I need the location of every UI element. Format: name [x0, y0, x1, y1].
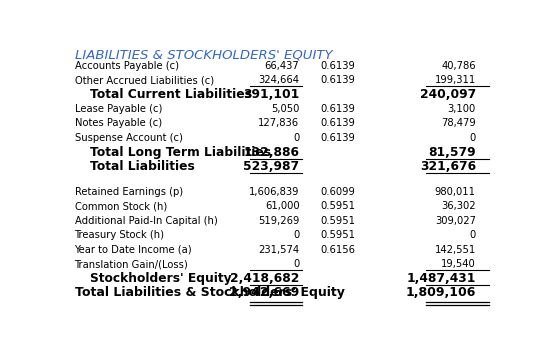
- Text: 61,000: 61,000: [265, 201, 300, 211]
- Text: Retained Earnings (p): Retained Earnings (p): [74, 187, 183, 197]
- Text: 132,886: 132,886: [244, 146, 300, 159]
- Text: 324,664: 324,664: [259, 75, 300, 85]
- Text: 0.5951: 0.5951: [320, 201, 355, 211]
- Text: Additional Paid-In Capital (h): Additional Paid-In Capital (h): [74, 216, 218, 226]
- Text: Suspense Account (c): Suspense Account (c): [74, 133, 183, 143]
- Text: 0.5951: 0.5951: [320, 230, 355, 240]
- Text: 0.5951: 0.5951: [320, 216, 355, 226]
- Text: 0: 0: [293, 259, 300, 269]
- Text: Year to Date Income (a): Year to Date Income (a): [74, 245, 192, 255]
- Text: Total Liabilities & Stockholders' Equity: Total Liabilities & Stockholders' Equity: [74, 286, 345, 299]
- Text: 0.6139: 0.6139: [321, 118, 355, 128]
- Text: 0: 0: [293, 230, 300, 240]
- Text: 36,302: 36,302: [441, 201, 476, 211]
- Text: 5,050: 5,050: [271, 104, 300, 114]
- Text: 2,942,669: 2,942,669: [229, 286, 300, 299]
- Text: 81,579: 81,579: [428, 146, 476, 159]
- Text: 3,100: 3,100: [447, 104, 476, 114]
- Text: 0: 0: [293, 133, 300, 143]
- Text: 523,987: 523,987: [243, 160, 300, 173]
- Text: LIABILITIES & STOCKHOLDERS' EQUITY: LIABILITIES & STOCKHOLDERS' EQUITY: [74, 48, 332, 61]
- Text: 321,676: 321,676: [420, 160, 476, 173]
- Text: 0.6156: 0.6156: [320, 245, 355, 255]
- Text: Translation Gain/(Loss): Translation Gain/(Loss): [74, 259, 188, 269]
- Text: 0.6139: 0.6139: [321, 133, 355, 143]
- Text: 0: 0: [470, 133, 476, 143]
- Text: 0.6139: 0.6139: [321, 61, 355, 71]
- Text: 0.6099: 0.6099: [321, 187, 355, 197]
- Text: Notes Payable (c): Notes Payable (c): [74, 118, 162, 128]
- Text: Lease Payable (c): Lease Payable (c): [74, 104, 162, 114]
- Text: 40,786: 40,786: [441, 61, 476, 71]
- Text: 231,574: 231,574: [259, 245, 300, 255]
- Text: 240,097: 240,097: [420, 88, 476, 101]
- Text: Total Long Term Liabilities: Total Long Term Liabilities: [89, 146, 271, 159]
- Text: 142,551: 142,551: [435, 245, 476, 255]
- Text: Total Liabilities: Total Liabilities: [89, 160, 194, 173]
- Text: 1,487,431: 1,487,431: [406, 272, 476, 285]
- Text: 0: 0: [470, 230, 476, 240]
- Text: 19,540: 19,540: [441, 259, 476, 269]
- Text: 391,101: 391,101: [243, 88, 300, 101]
- Text: Accounts Payable (c): Accounts Payable (c): [74, 61, 179, 71]
- Text: Stockholders' Equity: Stockholders' Equity: [89, 272, 231, 285]
- Text: Common Stock (h): Common Stock (h): [74, 201, 167, 211]
- Text: 2,418,682: 2,418,682: [230, 272, 300, 285]
- Text: 980,011: 980,011: [435, 187, 476, 197]
- Text: 66,437: 66,437: [265, 61, 300, 71]
- Text: Treasury Stock (h): Treasury Stock (h): [74, 230, 164, 240]
- Text: 0.6139: 0.6139: [321, 75, 355, 85]
- Text: Other Accrued Liabilities (c): Other Accrued Liabilities (c): [74, 75, 214, 85]
- Text: 309,027: 309,027: [435, 216, 476, 226]
- Text: 1,606,839: 1,606,839: [249, 187, 300, 197]
- Text: 519,269: 519,269: [258, 216, 300, 226]
- Text: 0.6139: 0.6139: [321, 104, 355, 114]
- Text: 78,479: 78,479: [441, 118, 476, 128]
- Text: 199,311: 199,311: [435, 75, 476, 85]
- Text: 1,809,106: 1,809,106: [406, 286, 476, 299]
- Text: Total Current Liabilities: Total Current Liabilities: [89, 88, 251, 101]
- Text: 127,836: 127,836: [259, 118, 300, 128]
